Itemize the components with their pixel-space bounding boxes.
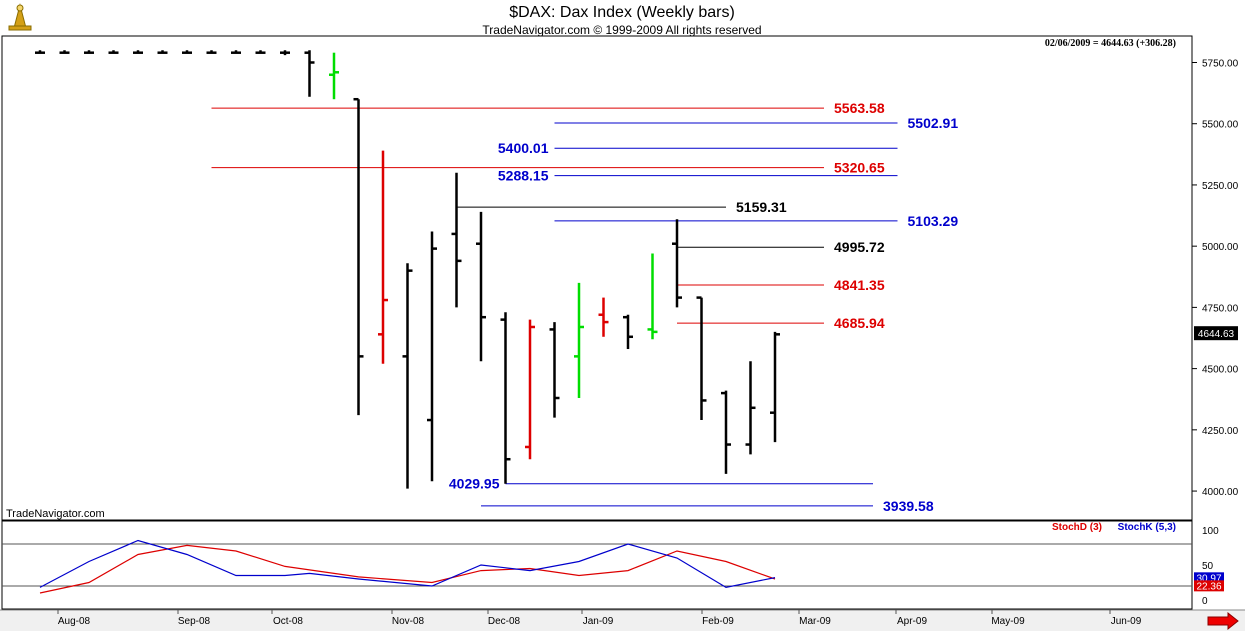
legend-stochd: StochD (3) bbox=[1052, 522, 1102, 533]
ohlc-bar bbox=[255, 50, 266, 54]
time-tick-label: Dec-08 bbox=[488, 616, 521, 627]
time-tick-label: May-09 bbox=[991, 616, 1025, 627]
price-tick-label: 5750.00 bbox=[1202, 58, 1239, 69]
level-label: 4029.95 bbox=[449, 476, 500, 492]
price-tick-label: 4750.00 bbox=[1202, 303, 1239, 314]
ohlc-bars bbox=[35, 50, 780, 489]
ohlc-bar bbox=[696, 296, 707, 421]
ohlc-bar bbox=[721, 390, 731, 474]
level-label: 5502.91 bbox=[908, 115, 959, 131]
ohlc-bar bbox=[647, 253, 658, 340]
ohlc-bar bbox=[108, 50, 119, 54]
ohlc-bar bbox=[451, 172, 462, 308]
time-tick-label: Sep-08 bbox=[178, 616, 211, 627]
ohlc-bar bbox=[133, 50, 143, 54]
stoch-tick-label: 50 bbox=[1202, 561, 1214, 572]
time-tick-label: Mar-09 bbox=[799, 616, 831, 627]
level-label: 4841.35 bbox=[834, 277, 885, 293]
ohlc-bar bbox=[623, 314, 633, 350]
time-tick-label: Aug-08 bbox=[58, 616, 91, 627]
level-label: 5563.58 bbox=[834, 100, 885, 116]
trade-navigator-logo-icon bbox=[8, 3, 32, 31]
ohlc-bar bbox=[745, 361, 756, 455]
stochk-last-label: 30.97 bbox=[1196, 573, 1221, 584]
level-label: 5320.65 bbox=[834, 160, 885, 176]
time-tick-label: Oct-08 bbox=[273, 616, 303, 627]
ohlc-bar bbox=[35, 50, 45, 54]
stoch-tick-label: 0 bbox=[1202, 596, 1208, 607]
price-tick-label: 5000.00 bbox=[1202, 242, 1239, 253]
ohlc-bar bbox=[84, 50, 94, 54]
level-label: 5103.29 bbox=[908, 213, 959, 229]
ohlc-bar bbox=[231, 50, 241, 54]
stochd-last-label: 22.36 bbox=[1196, 581, 1221, 592]
level-label: 4685.94 bbox=[834, 315, 885, 331]
time-tick-label: Nov-08 bbox=[392, 616, 425, 627]
time-tick-label: Jan-09 bbox=[583, 616, 614, 627]
chart-subtitle: TradeNavigator.com © 1999-2009 All right… bbox=[482, 23, 761, 37]
ohlc-bar bbox=[770, 331, 780, 443]
ohlc-bar bbox=[353, 97, 364, 416]
last-price-box bbox=[1194, 326, 1238, 341]
level-label: 5159.31 bbox=[736, 199, 787, 215]
ohlc-bar bbox=[525, 319, 535, 460]
ohlc-bar bbox=[672, 219, 682, 308]
ohlc-bar bbox=[280, 50, 290, 56]
stochk-line bbox=[39, 539, 776, 589]
level-lines: 5563.58 5502.91 5400.01 5320.65 5288.15 5159.… bbox=[211, 100, 959, 514]
time-axis-strip bbox=[0, 610, 1245, 631]
ohlc-bar bbox=[304, 50, 315, 97]
ohlc-bar bbox=[574, 282, 584, 398]
price-axis: 4000.00 4250.00 4500.00 4750.00 5000.00 5250.… bbox=[1192, 58, 1239, 498]
ohlc-bar bbox=[378, 150, 388, 364]
stochd-last-box bbox=[1194, 580, 1224, 592]
legend-stochk: StochK (5,3) bbox=[1118, 522, 1176, 533]
last-price-label: 4644.63 bbox=[1198, 329, 1235, 340]
stochk-last-box bbox=[1194, 572, 1224, 584]
price-tick-label: 4250.00 bbox=[1202, 426, 1239, 437]
ohlc-bar bbox=[500, 312, 511, 484]
level-label: 5400.01 bbox=[498, 140, 549, 156]
level-label: 4995.72 bbox=[834, 239, 885, 255]
stoch-panel-frame bbox=[1, 520, 1193, 610]
price-panel-frame bbox=[1, 35, 1193, 521]
level-label: 3939.58 bbox=[883, 498, 934, 514]
watermark: TradeNavigator.com bbox=[6, 508, 105, 520]
ohlc-bar bbox=[59, 50, 70, 54]
ohlc-bar bbox=[402, 263, 413, 489]
ohlc-bar bbox=[329, 52, 339, 100]
ohlc-bar bbox=[476, 211, 486, 362]
chart-title: $DAX: Dax Index (Weekly bars) bbox=[509, 4, 735, 21]
time-tick-label: Feb-09 bbox=[702, 616, 734, 627]
ohlc-bar bbox=[157, 50, 168, 54]
ohlc-bar bbox=[598, 297, 609, 337]
last-value-info: 02/06/2009 = 4644.63 (+306.28) bbox=[1045, 38, 1176, 49]
stochd-line bbox=[39, 544, 776, 594]
price-tick-label: 5500.00 bbox=[1202, 120, 1239, 131]
ohlc-bar bbox=[549, 322, 560, 418]
price-tick-label: 4500.00 bbox=[1202, 365, 1239, 376]
scroll-right-arrow-icon[interactable] bbox=[1207, 611, 1239, 631]
stoch-tick-label: 100 bbox=[1202, 526, 1219, 537]
price-tick-label: 5250.00 bbox=[1202, 181, 1239, 192]
ohlc-bar bbox=[206, 50, 217, 54]
time-axis: Aug-08 Sep-08 Oct-08 Nov-08 Dec-08 Jan-09 Feb-… bbox=[57, 610, 1142, 627]
level-label: 5288.15 bbox=[498, 168, 549, 184]
ohlc-bar bbox=[427, 231, 437, 482]
price-tick-label: 4000.00 bbox=[1202, 487, 1239, 498]
time-tick-label: Jun-09 bbox=[1111, 616, 1142, 627]
ohlc-bar bbox=[182, 50, 192, 54]
time-tick-label: Apr-09 bbox=[897, 616, 927, 627]
